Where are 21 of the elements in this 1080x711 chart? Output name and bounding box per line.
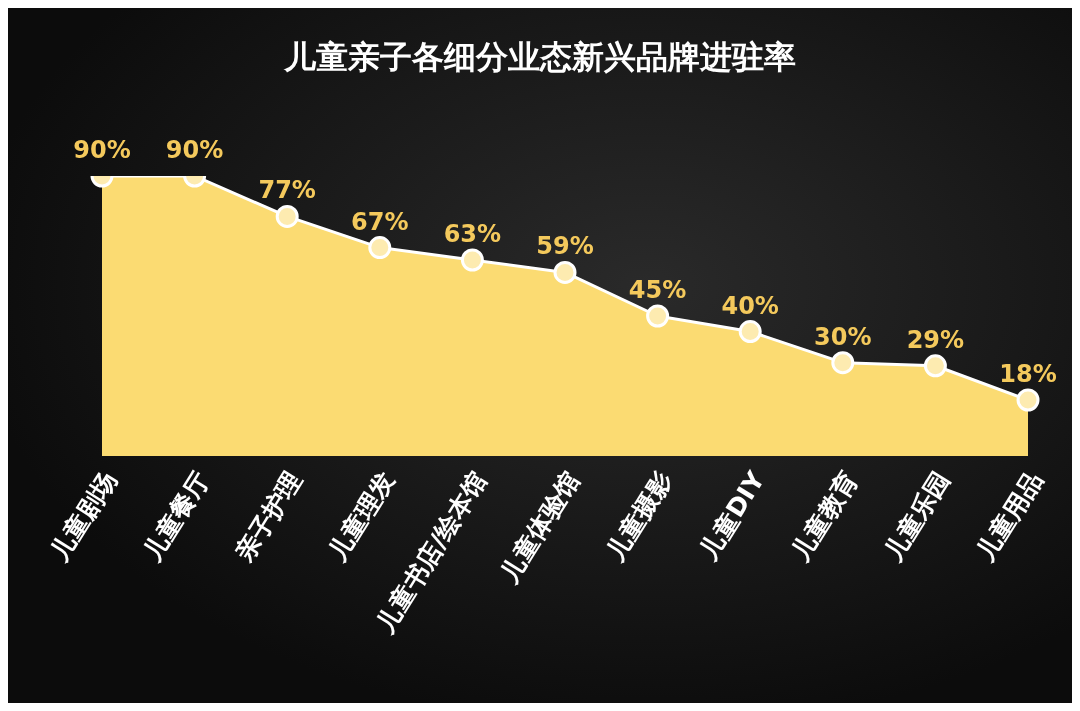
x-tick-label: 儿童剧场: [44, 466, 123, 568]
data-label: 40%: [721, 291, 779, 320]
x-tick-label: 儿童餐厅: [136, 466, 215, 568]
x-tick-label: 儿童教育: [784, 466, 864, 568]
x-tick-label: 儿童理发: [321, 466, 401, 568]
x-tick-label: 儿童乐园: [877, 466, 956, 568]
data-label: 90%: [165, 136, 224, 164]
x-tick-label: 儿童体验馆: [493, 466, 586, 589]
data-label: 90%: [73, 136, 131, 164]
data-label: 30%: [814, 322, 872, 351]
data-label: 18%: [999, 360, 1057, 388]
data-label: 45%: [628, 276, 687, 304]
data-label: 59%: [536, 232, 594, 261]
data-label: 67%: [351, 207, 409, 236]
x-tick-label: 儿童摄影: [599, 466, 678, 568]
x-tick-label: 儿童用品: [970, 466, 1049, 568]
data-label: 29%: [906, 325, 965, 354]
x-tick-label: 亲子护理: [229, 466, 308, 568]
data-label: 63%: [443, 220, 502, 248]
chart-title: 儿童亲子各细分业态新兴品牌进驻率: [283, 37, 797, 78]
data-label: 77%: [258, 176, 316, 205]
